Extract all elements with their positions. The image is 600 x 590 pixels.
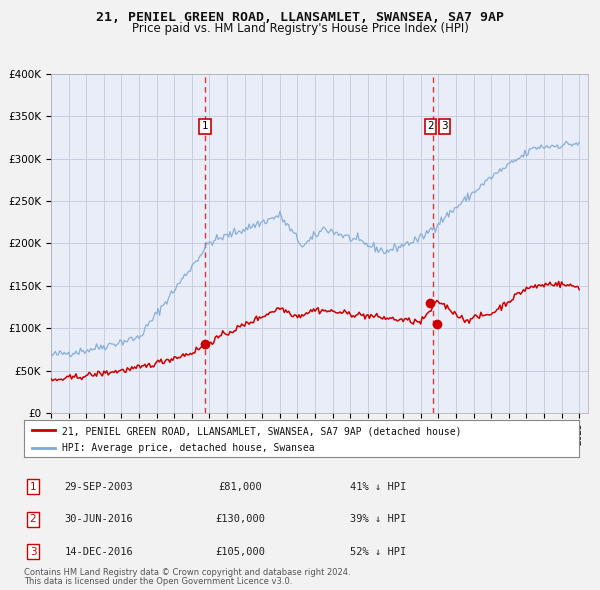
Text: £130,000: £130,000 [215, 514, 265, 524]
Text: 21, PENIEL GREEN ROAD, LLANSAMLET, SWANSEA, SA7 9AP (detached house): 21, PENIEL GREEN ROAD, LLANSAMLET, SWANS… [62, 426, 461, 436]
Text: 3: 3 [29, 547, 37, 556]
Text: 2: 2 [427, 122, 434, 132]
Text: 21, PENIEL GREEN ROAD, LLANSAMLET, SWANSEA, SA7 9AP: 21, PENIEL GREEN ROAD, LLANSAMLET, SWANS… [96, 11, 504, 24]
Text: HPI: Average price, detached house, Swansea: HPI: Average price, detached house, Swan… [62, 443, 314, 453]
Text: 39% ↓ HPI: 39% ↓ HPI [350, 514, 406, 524]
Text: 52% ↓ HPI: 52% ↓ HPI [350, 547, 406, 556]
Text: This data is licensed under the Open Government Licence v3.0.: This data is licensed under the Open Gov… [24, 576, 292, 586]
Text: £81,000: £81,000 [218, 482, 262, 491]
Text: 41% ↓ HPI: 41% ↓ HPI [350, 482, 406, 491]
Text: 1: 1 [29, 482, 37, 491]
Text: 14-DEC-2016: 14-DEC-2016 [65, 547, 133, 556]
Text: 1: 1 [202, 122, 208, 132]
Text: 3: 3 [441, 122, 448, 132]
Text: 29-SEP-2003: 29-SEP-2003 [65, 482, 133, 491]
Text: £105,000: £105,000 [215, 547, 265, 556]
Text: Contains HM Land Registry data © Crown copyright and database right 2024.: Contains HM Land Registry data © Crown c… [24, 568, 350, 577]
Text: Price paid vs. HM Land Registry's House Price Index (HPI): Price paid vs. HM Land Registry's House … [131, 22, 469, 35]
Text: 2: 2 [29, 514, 37, 524]
Text: 30-JUN-2016: 30-JUN-2016 [65, 514, 133, 524]
